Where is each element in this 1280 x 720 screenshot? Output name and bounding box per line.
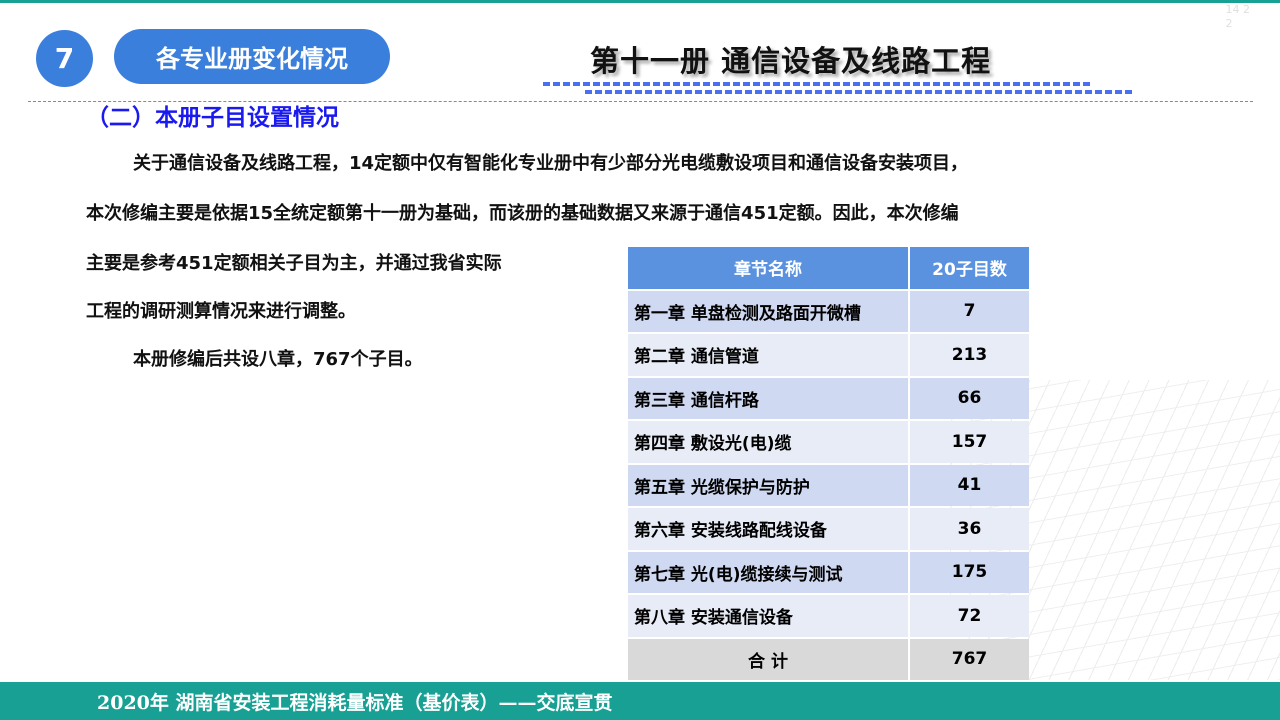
table-row: 第一章 单盘检测及路面开微槽 7 (628, 290, 1029, 332)
paragraph-line: 本册修编后共设八章，767个子目。 (133, 349, 423, 370)
chapter-name: 第七章 光(电)缆接续与测试 (628, 551, 908, 593)
chapter-name: 第二章 通信管道 (628, 334, 908, 376)
item-count: 157 (910, 421, 1029, 463)
chapter-table: 章节名称 20子目数 第一章 单盘检测及路面开微槽 7 第二章 通信管道 213 第… (626, 245, 1031, 682)
table-row: 第七章 光(电)缆接续与测试 175 (628, 551, 1029, 593)
table-row: 第三章 通信杆路 66 (628, 377, 1029, 419)
item-count: 41 (910, 464, 1029, 506)
item-count: 36 (910, 508, 1029, 550)
decorative-dashes (585, 90, 1135, 94)
total-count: 767 (910, 638, 1029, 680)
item-count: 66 (910, 377, 1029, 419)
paragraph-line: 关于通信设备及线路工程，14定额中仅有智能化专业册中有少部分光电缆敷设项目和通信… (133, 153, 969, 174)
chapter-name: 第六章 安装线路配线设备 (628, 508, 908, 550)
paragraph-line: 主要是参考451定额相关子目为主，并通过我省实际 (86, 253, 502, 274)
header-divider (28, 101, 1253, 102)
item-count: 7 (910, 290, 1029, 332)
page-number: 14 2 2 (1225, 3, 1251, 30)
footer-bar: 2020年 湖南省安装工程消耗量标准（基价表）——交底宣贯 (0, 680, 1280, 720)
item-count: 175 (910, 551, 1029, 593)
table-row: 第四章 敷设光(电)缆 157 (628, 421, 1029, 463)
chapter-name: 第三章 通信杆路 (628, 377, 908, 419)
section-number-badge: 7 (36, 30, 93, 87)
table-total-row: 合 计 767 (628, 638, 1029, 680)
table-row: 第二章 通信管道 213 (628, 334, 1029, 376)
header-item-count: 20子目数 (910, 247, 1029, 289)
top-accent-bar (0, 0, 1280, 3)
chapter-name: 第一章 单盘检测及路面开微槽 (628, 290, 908, 332)
table-row: 第八章 安装通信设备 72 (628, 595, 1029, 637)
paragraph-line: 工程的调研测算情况来进行调整。 (86, 301, 356, 322)
total-label: 合 计 (628, 638, 908, 680)
chapter-name: 第五章 光缆保护与防护 (628, 464, 908, 506)
table-row: 第五章 光缆保护与防护 41 (628, 464, 1029, 506)
chapter-name: 第八章 安装通信设备 (628, 595, 908, 637)
header-chapter-name: 章节名称 (628, 247, 908, 289)
table-header-row: 章节名称 20子目数 (628, 247, 1029, 289)
chapter-name: 第四章 敷设光(电)缆 (628, 421, 908, 463)
footer-text: 2020年 湖南省安装工程消耗量标准（基价表）——交底宣贯 (97, 692, 613, 714)
volume-title: 第十一册 通信设备及线路工程 (590, 44, 992, 78)
subheading: （二）本册子目设置情况 (86, 105, 339, 131)
table-row: 第六章 安装线路配线设备 36 (628, 508, 1029, 550)
section-title: 各专业册变化情况 (114, 29, 390, 84)
paragraph-line: 本次修编主要是依据15全统定额第十一册为基础，而该册的基础数据又来源于通信451… (86, 203, 959, 224)
item-count: 72 (910, 595, 1029, 637)
item-count: 213 (910, 334, 1029, 376)
decorative-dashes (543, 82, 1093, 86)
